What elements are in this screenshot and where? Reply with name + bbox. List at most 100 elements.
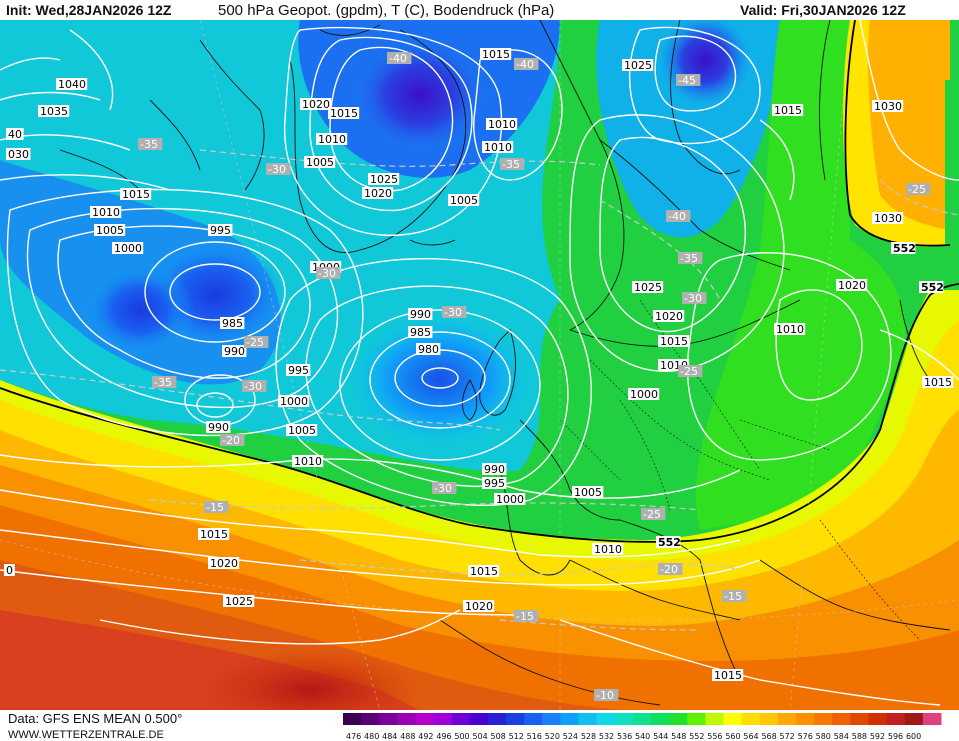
geopotential-label-bg xyxy=(656,536,681,548)
pressure-label-bg xyxy=(286,364,311,376)
pressure-label: 1030 xyxy=(874,212,902,225)
pressure-label-bg xyxy=(292,455,324,467)
colorbar-swatch xyxy=(560,713,580,725)
colorbar-swatch xyxy=(814,713,833,725)
colorbar-swatch xyxy=(379,713,398,725)
pressure-label-bg xyxy=(94,224,126,236)
pressure-label-bg xyxy=(628,388,660,400)
contour-552 xyxy=(0,283,959,543)
pressure-label-bg xyxy=(222,345,247,357)
field-green-east xyxy=(695,20,906,530)
temperature-label: -20 xyxy=(222,434,240,447)
colorbar-tick-label: 592 xyxy=(870,732,885,741)
geopotential-label: 552 xyxy=(921,281,944,294)
colorbar-swatch xyxy=(614,713,634,725)
colorbar-swatch xyxy=(596,713,616,725)
temperature-label: -30 xyxy=(244,380,262,393)
temperature-label: -30 xyxy=(268,163,286,176)
pressure-label: 1020 xyxy=(838,279,866,292)
colorbar-tick-label: 584 xyxy=(834,732,849,741)
pressure-label: 990 xyxy=(410,308,431,321)
pressure-label: 030 xyxy=(8,148,29,161)
temperature-label: -45 xyxy=(678,74,696,87)
colorbar-swatch xyxy=(850,713,870,725)
temperature-label-bg xyxy=(220,434,245,446)
low-west-core-2 xyxy=(85,265,195,355)
pressure-label: 1010 xyxy=(776,323,804,336)
pressure-label-bg xyxy=(208,557,240,569)
temperature-label-bg xyxy=(387,52,412,64)
pressure-label-bg xyxy=(772,104,804,116)
pressure-label-bg xyxy=(220,317,245,329)
temperature-label: -35 xyxy=(680,252,698,265)
colorbar-tick-label: 492 xyxy=(418,732,433,741)
pressure-label: 1005 xyxy=(306,156,334,169)
pressure-label-bg xyxy=(592,543,624,555)
pressure-label-bg xyxy=(223,595,255,607)
colorbar-swatch xyxy=(832,713,851,725)
temperature-label-bg xyxy=(678,252,703,264)
colorbar-swatch xyxy=(451,713,471,725)
colorbar-swatch xyxy=(361,713,380,725)
geopotential-label: 552 xyxy=(658,536,681,549)
colorbar-tick-label: 496 xyxy=(436,732,451,741)
colorbar-swatch xyxy=(687,713,706,725)
pressure-label: 1015 xyxy=(924,376,952,389)
colorbar-swatch xyxy=(433,713,453,725)
colorbar-tick-label: 572 xyxy=(780,732,795,741)
colorbar-tick-label: 480 xyxy=(364,732,379,741)
pressure-label-bg xyxy=(90,206,122,218)
temperature-label-bg xyxy=(266,163,291,175)
temperature-label-bg xyxy=(682,292,707,304)
pressure-label: 1015 xyxy=(774,104,802,117)
colorbar-tick-label: 552 xyxy=(689,732,704,741)
temperature-label-bg xyxy=(432,482,457,494)
colorbar-tick-label: 528 xyxy=(581,732,596,741)
footer-data-source: Data: GFS ENS MEAN 0.500° xyxy=(8,711,182,726)
isobars xyxy=(0,19,959,706)
pressure-label-bg xyxy=(408,326,433,338)
pressure-label: 1015 xyxy=(482,48,510,61)
pressure-label-bg xyxy=(448,194,480,206)
colorbar-tick-label: 544 xyxy=(653,732,668,741)
pressure-label-bg xyxy=(632,281,664,293)
pressure-label-bg xyxy=(316,133,348,145)
pressure-label: 985 xyxy=(222,317,243,330)
pressure-label: 1000 xyxy=(114,242,142,255)
colorbar-tick-label: 600 xyxy=(906,732,921,741)
colorbar-tick-label: 476 xyxy=(346,732,361,741)
header-title: 500 hPa Geopot. (gpdm), T (C), Bodendruc… xyxy=(218,2,554,19)
temperature-label-bg xyxy=(514,58,539,70)
pressure-label: 995 xyxy=(288,364,309,377)
pressure-label-bg xyxy=(38,105,70,117)
temperature-label: -30 xyxy=(318,267,336,280)
colorbar-tick-label: 512 xyxy=(509,732,524,741)
temperature-label: -25 xyxy=(908,183,926,196)
temperature-label-bg xyxy=(244,336,269,348)
header-bg xyxy=(0,0,959,20)
temperature-label: -35 xyxy=(140,138,158,151)
pressure-label: 980 xyxy=(418,343,439,356)
temperature-label: -40 xyxy=(668,210,686,223)
pressure-label: 1020 xyxy=(302,98,330,111)
temperature-label: -15 xyxy=(206,501,224,514)
colorbar-tick-label: 516 xyxy=(527,732,542,741)
colorbar-swatch xyxy=(651,713,670,725)
colorbar-swatch xyxy=(741,713,761,725)
colorbar-tick-label: 536 xyxy=(617,732,632,741)
colorbar-swatch xyxy=(868,713,888,725)
pressure-label-bg xyxy=(304,156,336,168)
pressure-label-bg xyxy=(368,173,400,185)
pressure-label-bg xyxy=(408,308,433,320)
colorbar-swatch xyxy=(922,713,942,725)
colorbar-swatch xyxy=(578,713,598,725)
colorbar-tick-label: 532 xyxy=(599,732,614,741)
colorbar-tick-label: 568 xyxy=(761,732,776,741)
pressure-label-bg xyxy=(120,188,152,200)
colorbar-swatch xyxy=(904,713,924,725)
pressure-label-bg xyxy=(198,528,230,540)
colorbar-tick-label: 500 xyxy=(454,732,469,741)
pressure-label: 1010 xyxy=(488,118,516,131)
pressure-label: 1015 xyxy=(122,188,150,201)
pressure-label: 995 xyxy=(210,224,231,237)
